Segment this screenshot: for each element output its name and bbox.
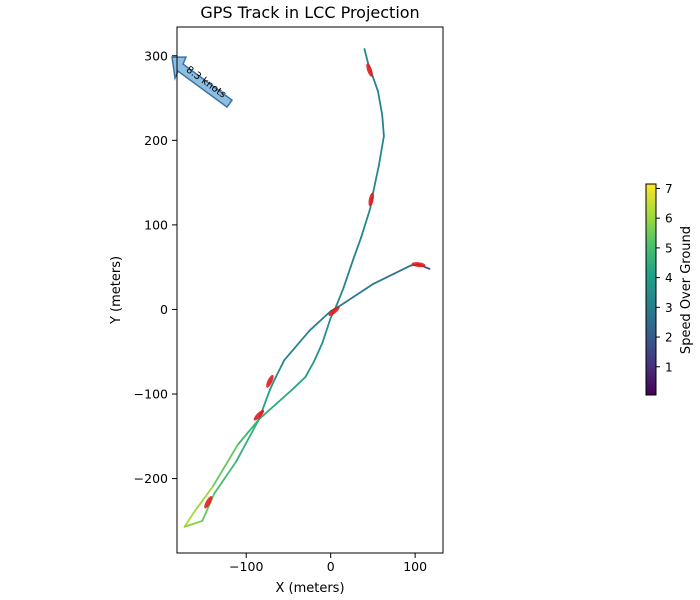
track-segment bbox=[352, 236, 362, 260]
colorbar-tick-label: 2 bbox=[665, 331, 673, 345]
speed-annotation: 8.3 knots bbox=[171, 56, 234, 109]
track-segment bbox=[274, 359, 286, 379]
colorbar: 1 2 3 4 5 6 7 Speed Over Ground bbox=[645, 182, 694, 396]
x-tick-label: −100 bbox=[229, 559, 263, 574]
direction-marker bbox=[411, 262, 426, 268]
track-layer bbox=[183, 48, 431, 528]
x-tick-label: 0 bbox=[327, 559, 335, 574]
y-axis-ticks: −200 −100 0 100 200 300 bbox=[134, 48, 177, 486]
direction-marker bbox=[368, 192, 374, 207]
track-segment bbox=[372, 75, 379, 93]
track-segment bbox=[377, 135, 385, 167]
track-segment bbox=[308, 310, 332, 332]
track-segment bbox=[213, 460, 238, 495]
y-axis-label: Y (meters) bbox=[109, 256, 124, 325]
speed-arrow-label: 8.3 knots bbox=[184, 64, 228, 100]
colorbar-tick-label: 3 bbox=[665, 301, 673, 315]
y-tick-label: 0 bbox=[160, 302, 168, 317]
track-segment bbox=[363, 48, 369, 64]
plot-frame bbox=[176, 26, 444, 554]
track-segment bbox=[342, 257, 355, 290]
track-segment bbox=[335, 287, 345, 307]
y-tick-label: −100 bbox=[134, 387, 168, 402]
track-segment bbox=[289, 376, 307, 393]
chart-title: GPS Track in LCC Projection bbox=[200, 3, 419, 22]
track-segment bbox=[183, 519, 204, 528]
track-segment bbox=[236, 418, 260, 446]
colorbar-tick-label: 6 bbox=[665, 212, 673, 226]
track-segment bbox=[377, 90, 384, 116]
direction-marker bbox=[366, 63, 373, 77]
track-segment bbox=[211, 443, 239, 488]
direction-marker bbox=[328, 306, 340, 316]
colorbar-ticks: 1 2 3 4 5 6 7 bbox=[656, 182, 673, 374]
y-tick-label: 200 bbox=[144, 133, 168, 148]
track-segment bbox=[192, 486, 214, 514]
track-segment bbox=[381, 114, 385, 137]
track-segment bbox=[183, 511, 195, 528]
x-tick-label: 100 bbox=[403, 559, 427, 574]
track-segment bbox=[268, 376, 277, 391]
track-segment bbox=[339, 283, 374, 307]
track-segment bbox=[235, 418, 260, 463]
direction-marker bbox=[266, 374, 274, 388]
y-tick-label: 300 bbox=[144, 48, 168, 63]
track-segment bbox=[321, 317, 332, 345]
track-segment bbox=[304, 360, 315, 379]
track-segment bbox=[372, 264, 412, 285]
direction-marker bbox=[253, 409, 265, 421]
y-tick-label: 100 bbox=[144, 217, 168, 232]
track-segment bbox=[360, 207, 372, 239]
direction-marker-layer bbox=[204, 63, 426, 509]
track-segment bbox=[283, 329, 311, 362]
x-axis-ticks: −100 0 100 bbox=[229, 553, 427, 574]
y-tick-label: −200 bbox=[134, 471, 168, 486]
track-segment bbox=[372, 164, 380, 195]
colorbar-tick-label: 5 bbox=[665, 241, 673, 255]
direction-marker bbox=[204, 496, 213, 509]
colorbar-label: Speed Over Ground bbox=[679, 226, 694, 354]
colorbar-tick-label: 1 bbox=[665, 360, 673, 374]
track-segment bbox=[258, 390, 292, 421]
colorbar-tick-label: 4 bbox=[665, 271, 673, 285]
x-axis-label: X (meters) bbox=[275, 581, 344, 596]
colorbar-tick-label: 7 bbox=[665, 182, 673, 196]
track-segment bbox=[312, 342, 324, 363]
colorbar-gradient bbox=[645, 183, 657, 396]
track-segment bbox=[424, 266, 431, 270]
speed-arrow bbox=[171, 56, 234, 109]
